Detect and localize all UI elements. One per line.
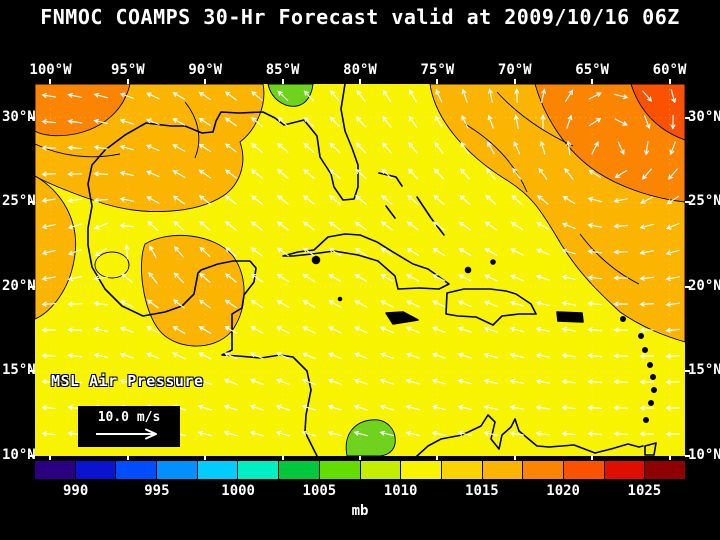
colorbar — [35, 461, 685, 479]
page-title: FNMOC COAMPS 30-Hr Forecast valid at 200… — [40, 5, 680, 29]
lon-tick-label: 95°W — [111, 62, 145, 78]
lat-tick-label-left: 25°N — [2, 193, 36, 210]
colorbar-cell — [441, 461, 482, 479]
lon-tick-bottom — [591, 456, 594, 460]
lat-tick-label-right: 30°N — [688, 108, 720, 125]
lat-tick-right — [685, 285, 690, 288]
lat-tick-left — [30, 455, 35, 458]
lon-tick-bottom — [49, 456, 52, 460]
coastlines — [87, 83, 657, 457]
lon-tick-label: 85°W — [265, 62, 300, 78]
lon-tick-label: 70°W — [497, 62, 532, 78]
lon-tick-bottom — [126, 456, 129, 460]
colorbar-tick-label: 990 — [62, 483, 89, 499]
lat-tick-left — [30, 285, 35, 288]
colorbar-cell — [360, 461, 401, 479]
colorbar-cell — [645, 461, 685, 479]
lat-tick-left — [30, 201, 35, 204]
lon-tick-bottom — [436, 456, 439, 460]
lat-tick-label-left: 30°N — [2, 108, 36, 125]
lat-tick-left — [30, 370, 35, 373]
lon-tick-top — [668, 79, 671, 84]
colorbar-tick-label: 1025 — [627, 483, 662, 499]
colorbar-cell — [319, 461, 360, 479]
lat-tick-right — [685, 201, 690, 204]
lon-tick-top — [591, 79, 594, 84]
lon-tick-bottom — [281, 456, 284, 460]
lat-tick-label-left: 15°N — [2, 362, 36, 379]
lat-tick-right — [685, 455, 690, 458]
colorbar-cell — [523, 461, 563, 479]
colorbar-cell — [197, 461, 238, 479]
lon-tick-label: 60°W — [652, 62, 687, 78]
lon-tick-label: 65°W — [575, 62, 609, 78]
lon-tick-label: 100°W — [29, 62, 72, 78]
colorbar-cell — [401, 461, 441, 479]
lon-tick-label: 90°W — [188, 62, 223, 78]
field-label: MSL Air Pressure — [51, 372, 204, 390]
wind-reference-label: 10.0 m/s — [97, 410, 161, 425]
isobar-contours — [34, 91, 640, 285]
map-area: MSL Air Pressure 10.0 m/s — [34, 83, 686, 457]
colorbar-tick-label: 1005 — [302, 483, 337, 499]
colorbar-cell — [238, 461, 279, 479]
lon-tick-top — [204, 79, 207, 84]
lon-tick-label: 75°W — [420, 62, 455, 78]
wind-reference-arrow-icon — [96, 428, 157, 440]
wind-arrows — [41, 88, 681, 437]
lon-tick-top — [49, 79, 52, 84]
lon-tick-top — [513, 79, 516, 84]
lon-tick-top — [436, 79, 439, 84]
colorbar-cell — [75, 461, 116, 479]
colorbar-cell — [35, 461, 75, 479]
colorbar-tick-label: 995 — [144, 483, 170, 499]
colorbar-cell — [482, 461, 523, 479]
lon-tick-label: 80°W — [343, 62, 377, 78]
lat-tick-label-left: 10°N — [2, 447, 36, 464]
pressure-field-map — [34, 83, 686, 457]
lon-tick-bottom — [359, 456, 361, 460]
colorbar-tick-label: 1020 — [546, 483, 580, 499]
colorbar-cell — [604, 461, 645, 479]
lon-tick-top — [281, 79, 284, 84]
wind-speed-legend: 10.0 m/s — [78, 406, 180, 447]
lon-tick-bottom — [668, 456, 671, 460]
lon-tick-bottom — [513, 456, 516, 460]
colorbar-cell — [279, 461, 319, 479]
colorbar-cell — [563, 461, 604, 479]
colorbar-cell — [157, 461, 197, 479]
colorbar-cell — [116, 461, 157, 479]
colorbar-tick-label: 1015 — [465, 483, 499, 499]
lat-tick-right — [685, 116, 690, 119]
lon-tick-bottom — [204, 456, 207, 460]
lat-tick-label-left: 20°N — [2, 277, 36, 294]
lat-tick-label-right: 10°N — [688, 447, 720, 464]
lat-tick-left — [30, 116, 35, 119]
colorbar-tick-label: 1000 — [221, 483, 255, 499]
lat-tick-label-right: 15°N — [688, 362, 720, 379]
lat-tick-label-right: 20°N — [688, 277, 720, 294]
lon-tick-top — [359, 79, 361, 84]
lat-tick-label-right: 25°N — [688, 193, 720, 210]
lon-tick-top — [126, 79, 129, 84]
colorbar-unit: mb — [351, 503, 369, 519]
colorbar-tick-label: 1010 — [383, 483, 418, 499]
lat-tick-right — [685, 370, 690, 373]
